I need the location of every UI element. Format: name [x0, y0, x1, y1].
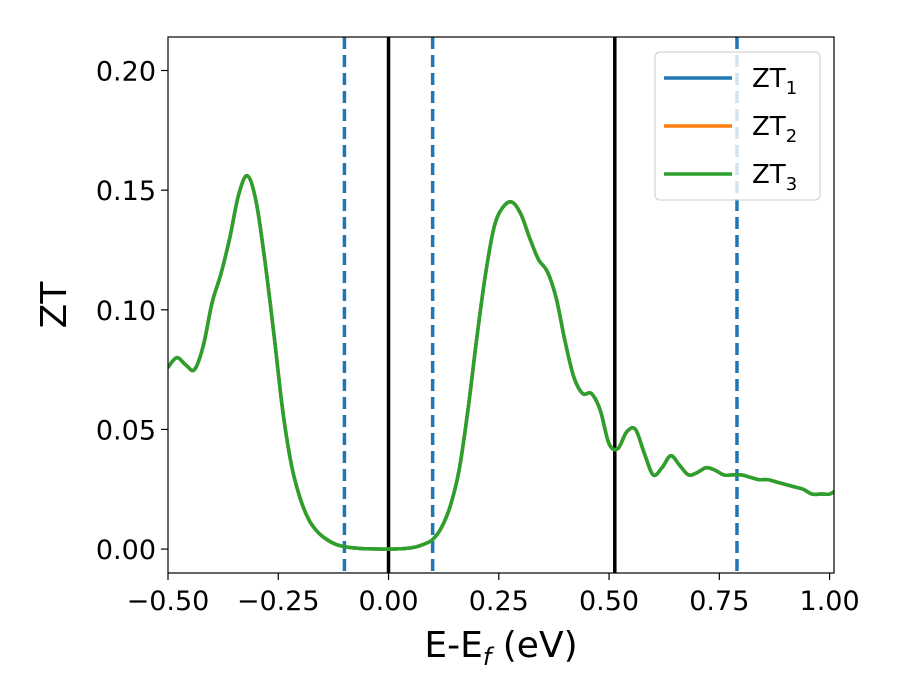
legend-label-zt1: ZT1 — [752, 64, 797, 99]
plot-area — [167, 36, 835, 574]
x-tick-label: 0.00 — [358, 586, 418, 617]
legend-label-subscript: 2 — [786, 126, 797, 147]
y-tick-label: 0.20 — [96, 57, 156, 88]
y-axis-ticks: 0.00 0.05 0.10 0.15 0.20 — [96, 57, 168, 566]
plot-frame — [167, 36, 835, 574]
legend-label-subscript: 1 — [786, 78, 797, 99]
series-line-zt2 — [168, 174, 834, 551]
series-line-zt3 — [168, 174, 834, 551]
legend-label-subscript: 3 — [786, 174, 797, 195]
x-axis-title-main: E-E — [424, 625, 482, 666]
x-tick-label: −0.50 — [127, 586, 210, 617]
legend-label-main: ZT — [752, 160, 786, 190]
series-lines — [168, 174, 834, 551]
legend-frame — [654, 51, 821, 201]
legend-label-main: ZT — [752, 112, 786, 142]
y-tick-label: 0.00 — [96, 535, 156, 566]
x-axis-ticks: −0.50 −0.25 0.00 0.25 0.50 0.75 1.00 — [127, 573, 860, 617]
series-line-zt1 — [168, 174, 834, 551]
x-tick-label: 1.00 — [800, 586, 860, 617]
x-tick-label: −0.25 — [237, 586, 320, 617]
x-tick-label: 0.75 — [689, 586, 749, 617]
legend-label-zt3: ZT3 — [752, 160, 797, 195]
legend-label-main: ZT — [752, 64, 786, 94]
y-axis-title: ZT — [34, 281, 75, 329]
legend-label-zt2: ZT2 — [752, 112, 797, 147]
x-tick-label: 0.25 — [469, 586, 529, 617]
x-axis-title: E-Ef (eV) — [424, 625, 577, 671]
x-tick-label: 0.50 — [579, 586, 639, 617]
y-tick-label: 0.10 — [96, 296, 156, 327]
x-axis-title-unit: (eV) — [491, 625, 577, 666]
y-tick-label: 0.05 — [96, 415, 156, 446]
y-tick-label: 0.15 — [96, 176, 156, 207]
vertical-reference-lines — [342, 37, 739, 573]
